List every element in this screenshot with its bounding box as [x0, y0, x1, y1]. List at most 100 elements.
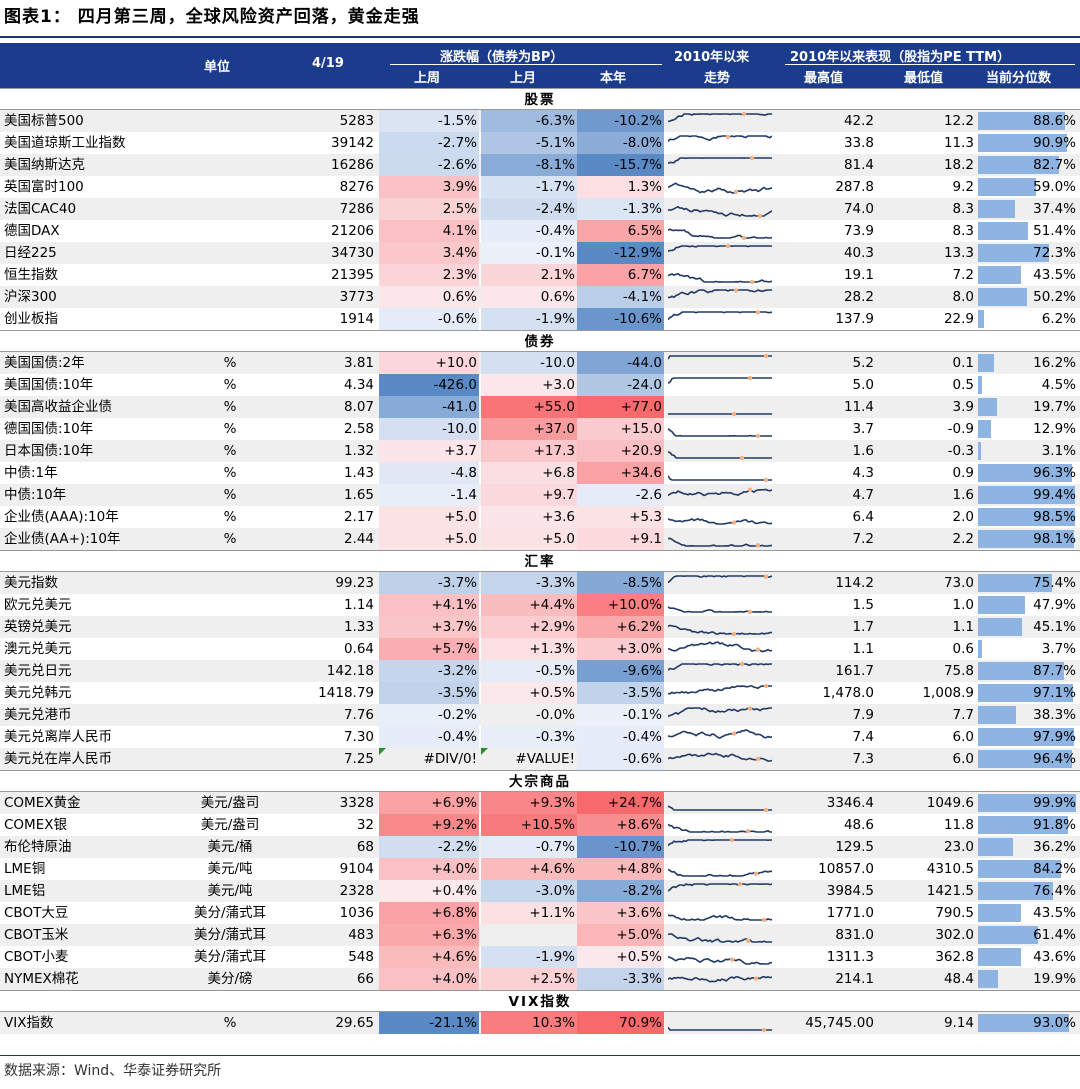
table-row: 法国CAC40 7286 2.5% -2.4% -1.3% 74.0 8.3 37.4%	[0, 198, 1080, 220]
trend-sparkline	[666, 308, 774, 330]
percentile-bar	[978, 706, 1016, 724]
sparkline-path	[668, 663, 772, 671]
row-name: 美元兑在岸人民币	[4, 751, 112, 767]
sparkline-chart	[668, 517, 772, 525]
trend-sparkline	[666, 726, 774, 748]
sparkline-path	[668, 517, 772, 525]
row-unit	[180, 682, 280, 704]
title-divider	[0, 36, 1080, 38]
week-change: -41.0	[379, 396, 479, 418]
row-high: 5.0	[852, 377, 874, 393]
row-low: 0.1	[952, 355, 974, 371]
percentile-bar	[978, 750, 1073, 768]
trend-sparkline	[666, 110, 774, 132]
ytd-change: -10.7%	[577, 836, 664, 858]
row-percentile: 82.7%	[976, 154, 1078, 176]
row-unit	[180, 660, 280, 682]
row-latest-value: 1.14	[343, 597, 374, 613]
row-high: 40.3	[843, 245, 874, 261]
row-high: 6.4	[852, 509, 874, 525]
row-latest-value: 548	[348, 949, 374, 965]
row-percentile: 91.8%	[976, 814, 1078, 836]
ytd-change: 70.9%	[577, 1012, 664, 1034]
row-name: 美国高收益企业债	[4, 399, 112, 415]
row-percentile: 38.3%	[976, 704, 1078, 726]
sparkline-chart	[668, 641, 772, 653]
row-high: 11.4	[843, 399, 874, 415]
table-row: 恒生指数 21395 2.3% 2.1% 6.7% 19.1 7.2 43.5%	[0, 264, 1080, 286]
ytd-change: +5.3	[577, 506, 664, 528]
month-change: 2.1%	[481, 264, 577, 286]
header-date: 4/19	[312, 56, 344, 71]
month-change: +0.5%	[481, 682, 577, 704]
row-latest-value: 3773	[339, 289, 374, 305]
week-change: +4.6%	[379, 946, 479, 968]
sparkline-chart	[668, 706, 772, 718]
month-change: -1.9%	[481, 946, 577, 968]
week-change: -10.0	[379, 418, 479, 440]
ytd-change: -8.0%	[577, 132, 664, 154]
month-change: +9.3%	[481, 792, 577, 814]
percentile-value: 96.3%	[1033, 465, 1076, 481]
row-name: 布伦特原油	[4, 839, 72, 855]
sparkline-marker	[747, 487, 753, 492]
percentile-bar	[978, 464, 1073, 482]
row-high: 3984.5	[826, 883, 874, 899]
sparkline-marker	[763, 807, 769, 812]
trend-sparkline	[666, 198, 774, 220]
row-latest-value: 3328	[339, 795, 374, 811]
row-name: 英镑兑美元	[4, 619, 72, 635]
row-low: 18.2	[943, 157, 974, 173]
row-percentile: 87.7%	[976, 660, 1078, 682]
sparkline-marker	[731, 731, 737, 736]
row-low: 1049.6	[926, 795, 974, 811]
row-percentile: 43.5%	[976, 264, 1078, 286]
row-unit	[180, 264, 280, 286]
sparkline-marker	[741, 235, 747, 240]
sparkline-chart	[668, 487, 772, 497]
sparkline-chart	[668, 134, 772, 142]
percentile-bar	[978, 838, 1014, 856]
percentile-bar	[978, 684, 1074, 702]
row-latest-value: 29.65	[335, 1015, 374, 1031]
trend-sparkline	[666, 176, 774, 198]
week-change: -2.6%	[379, 154, 479, 176]
row-latest-value: 1.32	[343, 443, 374, 459]
month-change: -0.7%	[481, 836, 577, 858]
percentile-bar	[978, 244, 1049, 262]
row-low: 7.2	[952, 267, 974, 283]
row-percentile: 97.1%	[976, 682, 1078, 704]
row-name: 德国DAX	[4, 223, 60, 239]
table-row: 澳元兑美元 0.64 +5.7% +1.3% +3.0% 1.1 0.6 3.7%	[0, 638, 1080, 660]
trend-sparkline	[666, 418, 774, 440]
ytd-change: -12.9%	[577, 242, 664, 264]
percentile-bar	[978, 442, 982, 460]
sparkline-marker	[725, 134, 731, 139]
header-unit: 单位	[204, 60, 231, 75]
row-high: 137.9	[835, 311, 874, 327]
month-change: -6.3%	[481, 110, 577, 132]
percentile-bar	[978, 728, 1074, 746]
week-change: 2.3%	[379, 264, 479, 286]
ytd-change: -8.5%	[577, 572, 664, 594]
week-change: #DIV/0!	[379, 748, 479, 770]
percentile-value: 96.4%	[1033, 751, 1076, 767]
row-low: 0.9	[952, 465, 974, 481]
sparkline-chart	[668, 244, 772, 252]
month-change: +55.0	[481, 396, 577, 418]
sparkline-marker	[733, 189, 739, 194]
trend-sparkline	[666, 440, 774, 462]
percentile-bar	[978, 794, 1076, 812]
table-row: 创业板指 1914 -0.6% -1.9% -10.6% 137.9 22.9 6.2%	[0, 308, 1080, 330]
row-percentile: 36.2%	[976, 836, 1078, 858]
percentile-value: 6.2%	[1041, 311, 1076, 327]
month-change: -2.4%	[481, 198, 577, 220]
row-unit	[180, 616, 280, 638]
percentile-bar	[978, 376, 983, 394]
row-high: 3346.4	[826, 795, 874, 811]
sparkline-marker	[753, 871, 759, 876]
row-latest-value: 142.18	[326, 663, 374, 679]
percentile-value: 51.4%	[1033, 223, 1076, 239]
ytd-change: -9.6%	[577, 660, 664, 682]
row-low: 1.0	[952, 597, 974, 613]
